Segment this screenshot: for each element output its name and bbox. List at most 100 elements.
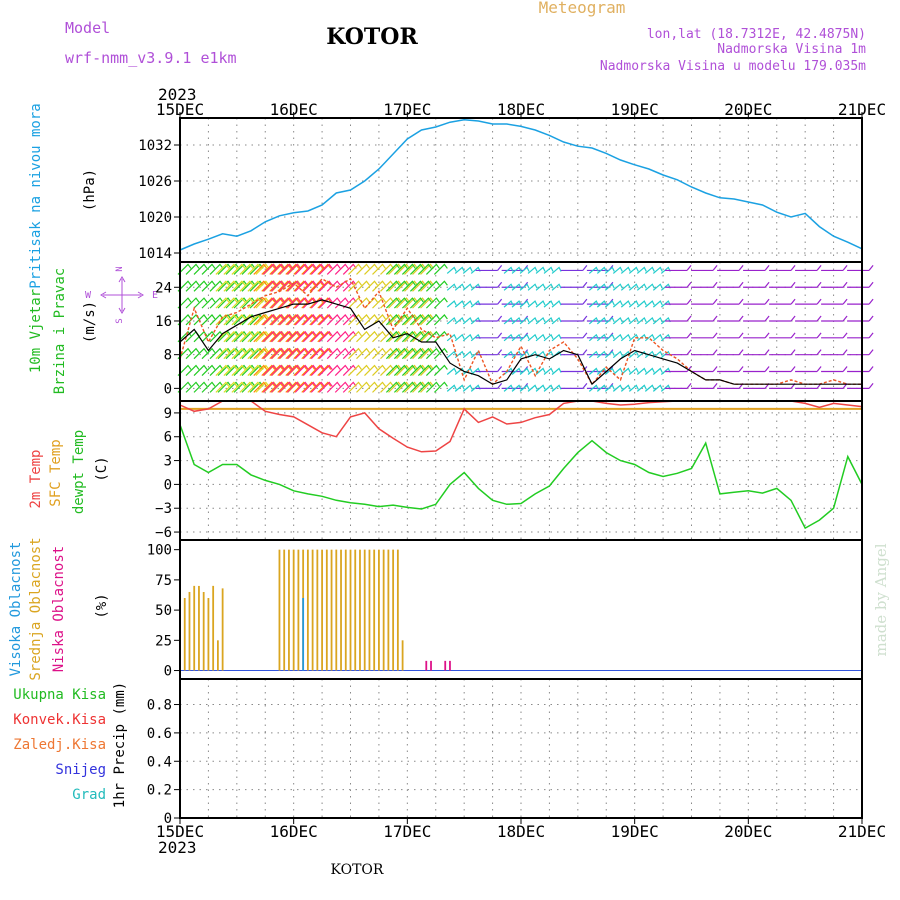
wind-barb xyxy=(302,381,317,393)
footer-title: KOTOR xyxy=(331,862,384,878)
wind-barb xyxy=(420,347,434,360)
wind-barb xyxy=(310,381,325,393)
panel-frame-clouds xyxy=(179,539,863,680)
wind-barb xyxy=(269,297,284,309)
wind-barb xyxy=(309,364,324,376)
wind-barb xyxy=(409,381,424,393)
wind-barb xyxy=(262,364,277,376)
wind-barb xyxy=(233,314,248,326)
wind-barb xyxy=(503,384,514,392)
wind-barb xyxy=(385,347,400,360)
wind-barb xyxy=(417,381,432,393)
wind-barb xyxy=(253,280,268,292)
wind-barb xyxy=(396,280,410,292)
wind-barb xyxy=(201,381,216,393)
wind-barb xyxy=(217,330,232,343)
wind-barb xyxy=(612,300,623,308)
wind-barb xyxy=(409,364,424,376)
cloud-ylabel-high: Visoka Oblacnost xyxy=(8,542,24,677)
wind-barb xyxy=(261,330,276,343)
model-label: Model xyxy=(65,19,110,37)
wind-barb xyxy=(743,315,770,322)
year-label-top: 2023 xyxy=(158,85,197,104)
wind-barb xyxy=(262,314,277,326)
wind-barb xyxy=(519,333,530,342)
wind-barb xyxy=(239,381,254,393)
wind-barb xyxy=(644,300,655,308)
wind-barb xyxy=(743,298,770,305)
wind-barb xyxy=(372,280,386,292)
wind-barb xyxy=(309,263,324,275)
wind-barb xyxy=(241,314,256,326)
wind-barb xyxy=(294,297,309,309)
wind-barb xyxy=(185,297,200,309)
wind-barb xyxy=(318,364,333,376)
wind-barb xyxy=(177,364,192,376)
wind-barb xyxy=(380,330,394,343)
wind-barb xyxy=(588,350,599,359)
wind-barb xyxy=(396,297,410,309)
wind-barb xyxy=(388,381,402,393)
wind-barb xyxy=(433,280,448,292)
wind-barb xyxy=(253,347,268,360)
wind-barb xyxy=(396,364,410,376)
wind-barb xyxy=(604,367,615,375)
wind-barb xyxy=(412,381,426,393)
wind-barb xyxy=(241,280,256,292)
wind-barb xyxy=(249,280,264,292)
wind-barb xyxy=(380,364,394,376)
wind-barb xyxy=(596,367,607,375)
wind-barb xyxy=(348,280,362,292)
wind-barb xyxy=(717,332,744,339)
wind-barb xyxy=(425,314,440,326)
wind-barb xyxy=(255,263,270,275)
wind-barb xyxy=(185,381,200,393)
wind-barb xyxy=(652,367,663,375)
wind-barb xyxy=(285,263,300,275)
date-label-bottom: 18DEC xyxy=(497,822,545,841)
wind-speed-line xyxy=(179,299,862,386)
wind-barb xyxy=(269,280,284,292)
wind-barb xyxy=(277,263,292,275)
wind-barb xyxy=(393,280,408,292)
wind-barb xyxy=(454,333,465,342)
date-label-bottom: 20DEC xyxy=(724,822,772,841)
wind-barb xyxy=(543,317,554,325)
wind-barb xyxy=(269,263,284,275)
wind-barb xyxy=(743,366,770,373)
wind-barb xyxy=(239,263,254,275)
wind-barb xyxy=(769,366,796,373)
wind-barb xyxy=(255,347,270,360)
wind-barb xyxy=(519,350,530,359)
wind-barb xyxy=(404,364,418,376)
wind-barb-band xyxy=(588,266,671,392)
wind-barb xyxy=(462,333,473,342)
wind-barb xyxy=(396,347,410,360)
wind-barb xyxy=(278,280,293,292)
wind-barb xyxy=(409,314,424,326)
cloud-ylabel-low: Niska Oblacnost xyxy=(51,546,67,672)
wind-barb xyxy=(769,281,796,288)
wind-barb xyxy=(201,330,216,343)
pressure-unit: (hPa) xyxy=(82,169,98,211)
wind-barb xyxy=(596,266,607,274)
wind-barb xyxy=(318,263,333,275)
wind-barb xyxy=(278,297,293,309)
ytick-label-temperature: −6 xyxy=(155,525,172,541)
wind-barb xyxy=(821,366,848,373)
wind-barb xyxy=(743,349,770,356)
precip-legend-conv: Konvek.Kisa xyxy=(13,712,106,728)
wind-barb xyxy=(652,283,663,291)
wind-barb xyxy=(270,381,285,393)
wind-barb xyxy=(475,349,503,356)
wind-barb xyxy=(334,330,349,343)
wind-barb xyxy=(334,364,349,376)
wind-barb xyxy=(262,347,277,360)
wind-barb xyxy=(201,347,216,360)
wind-barb xyxy=(612,367,623,375)
wind-barb xyxy=(293,280,308,292)
wind-barb xyxy=(364,330,378,343)
wind-barb xyxy=(420,381,434,393)
wind-barb xyxy=(241,263,256,275)
wind-barb xyxy=(247,330,262,343)
